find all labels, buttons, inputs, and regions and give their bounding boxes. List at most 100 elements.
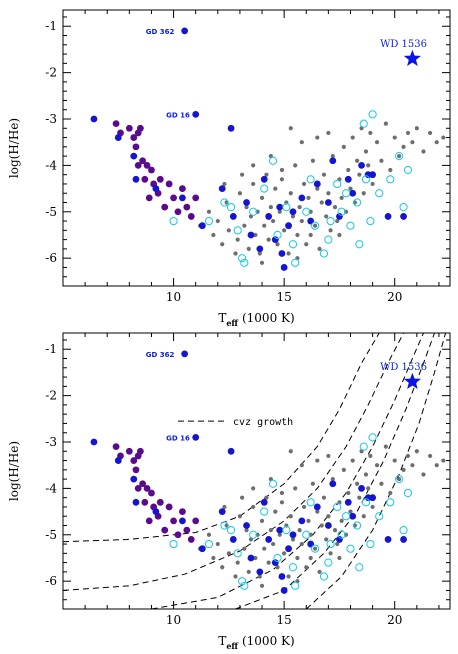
purple-point [170,194,177,202]
gray-point [233,574,238,579]
gray-point [337,232,342,238]
purple-point [192,194,200,202]
gray-point [237,514,243,519]
gray-point [324,214,329,219]
y-tick-label: -3 [45,112,57,126]
gray-point [335,218,340,224]
purple-point [145,194,153,202]
gray-point [297,205,302,210]
blue-point [324,522,332,529]
gray-point [335,541,340,547]
blue-point [218,185,226,192]
gray-point [206,532,212,537]
gray-point [290,537,296,542]
gray-point [244,528,249,533]
gray-point [368,130,373,136]
blue-point [256,568,264,576]
blue-point [181,350,189,358]
gray-point [388,167,393,173]
gray-point [346,490,351,496]
purple-point [130,134,138,141]
blue-point [198,222,206,230]
cyan-open-point [326,539,335,549]
gray-point [434,140,439,145]
gray-point [257,574,262,579]
blue-point [90,438,98,446]
gray-point [421,472,426,477]
gray-point [246,246,251,251]
cyan-open-point [288,240,298,249]
gray-point [295,232,300,238]
gray-point [337,555,342,561]
blue-point [276,203,284,211]
blue-point [280,587,288,594]
y-tick-label: -2 [45,389,57,403]
gray-point [379,158,384,163]
gray-point [315,509,320,514]
blue-point [298,517,306,525]
gray-point [414,449,419,454]
gray-point [341,467,346,472]
purple-point [170,517,177,525]
gray-point [370,181,375,187]
gray-point [361,514,366,519]
gray-point [355,481,360,486]
purple-point [141,498,149,506]
gray-point [266,560,271,565]
gray-point [310,481,315,486]
cyan-open-point [324,558,333,567]
blue-point [358,161,365,169]
cyan-open-point [311,221,320,230]
gray-point [246,569,251,574]
blue-point [181,27,189,35]
gray-point [441,458,446,463]
gray-point [233,251,238,256]
blue-point [278,250,286,257]
x-axis-title: Teff (1000 K) [218,311,294,328]
purple-point [137,124,144,132]
gray-point [401,467,406,472]
cyan-open-point [204,539,214,549]
purple-point [112,120,120,128]
blue-point [130,475,138,483]
gray-point [405,130,411,136]
y-tick-label: -1 [45,19,57,33]
series-star [403,372,421,389]
gray-point [279,490,285,496]
cyan-open-point [324,235,333,244]
gray-point [410,463,415,468]
gray-point [277,532,282,537]
cyan-open-point [355,563,364,572]
y-tick-label: -2 [45,66,57,80]
cyan-open-point [337,530,346,539]
gray-point [222,181,227,187]
annotation-label: WD 1536 [380,39,427,50]
purple-point [165,503,173,511]
gray-point [282,228,287,233]
cyan-open-point [273,230,282,240]
series-cyan [169,433,413,590]
purple-point [139,480,147,488]
cyan-open-point [333,179,342,189]
gray-point [275,242,280,247]
y-tick-label: -5 [45,528,57,542]
gray-point [286,251,291,256]
blue-point [227,124,235,132]
gray-point [383,121,388,126]
cyan-open-point [395,152,404,161]
blue-point [243,199,250,206]
purple-point [125,447,133,455]
cyan-open-point [395,475,404,484]
gray-point [434,463,439,468]
blue-point [400,536,407,543]
cyan-open-point [319,572,329,581]
gray-point [401,144,406,149]
gray-point [357,172,362,177]
gray-point [339,195,344,200]
gray-point [315,186,320,191]
series-cyan [169,110,413,267]
gray-point [317,569,322,574]
cyan-open-point [359,442,368,451]
gray-point [286,574,291,579]
